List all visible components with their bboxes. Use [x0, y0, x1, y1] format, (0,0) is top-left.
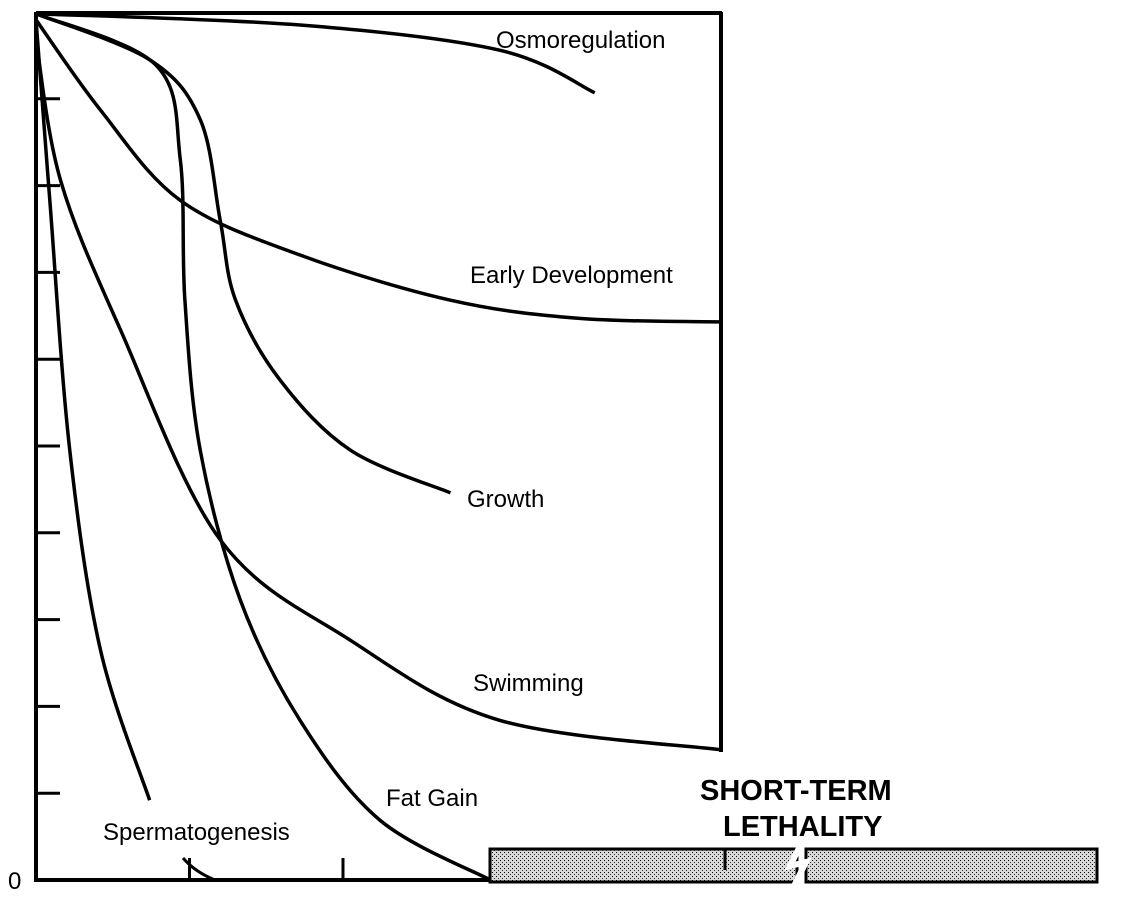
- plot-frame: [34, 11, 723, 882]
- label-osmoregulation: Osmoregulation: [496, 27, 665, 54]
- axis-break-icon: [784, 844, 812, 888]
- series-line-swimming: [34, 39, 721, 752]
- series-line-spermatogenesis: [34, 19, 152, 801]
- label-growth: Growth: [467, 486, 544, 513]
- series-line-osmoregulation: [35, 11, 596, 95]
- label-fat-gain: Fat Gain: [386, 785, 478, 812]
- lethality-label-line1: SHORT-TERM: [700, 775, 892, 807]
- lethality-bar: [488, 844, 1099, 888]
- label-swimming: Swimming: [473, 670, 584, 697]
- label-spermatogenesis: Spermatogenesis: [103, 819, 290, 846]
- series-line-early-development: [34, 18, 721, 324]
- y-tick-label-0: 0: [8, 868, 21, 895]
- label-early-development: Early Development: [470, 262, 673, 289]
- lethality-label-line2: LETHALITY: [723, 811, 883, 843]
- series-line-fat-gain: [35, 12, 492, 882]
- series-line-growth: [35, 12, 452, 495]
- curve-fragment: [181, 857, 216, 882]
